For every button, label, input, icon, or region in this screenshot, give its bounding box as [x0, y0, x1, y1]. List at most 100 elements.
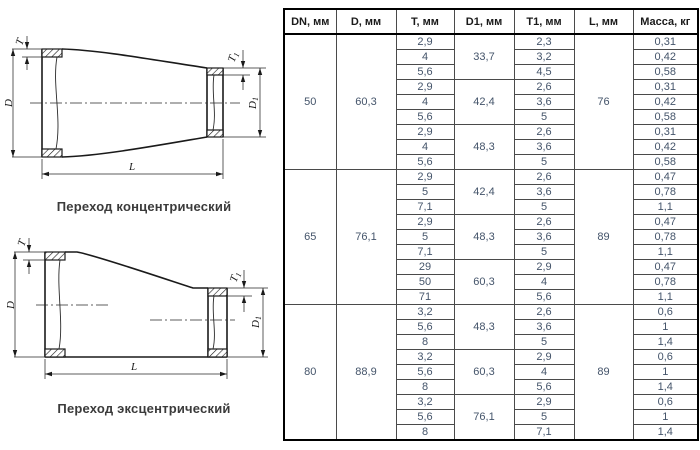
spec-table: DN, мм D, мм T, мм D1, мм T1, мм L, мм Масса, …	[283, 8, 699, 441]
cell-d: 60,3	[335, 33, 397, 170]
cell-mass: 1,4	[632, 334, 699, 350]
cell-mass: 0,58	[632, 109, 699, 125]
column-header: D, мм	[335, 8, 397, 35]
eccentric-caption: Переход эксцентрический	[57, 401, 231, 416]
cell-mass: 1,1	[632, 244, 699, 260]
cell-t: 3,2	[395, 349, 455, 365]
dimension-lines: D T T1 D1 L	[3, 36, 266, 179]
cell-mass: 1	[632, 364, 699, 380]
table-row: 29 60,3 2,9 0,47	[284, 259, 699, 305]
table-header-row: DN, мм D, мм T, мм D1, мм T1, мм L, мм Масса, …	[283, 8, 699, 35]
cell-t1: 4	[513, 274, 575, 290]
dim-label-d1: D1	[247, 97, 260, 110]
cell-mass: 0,31	[632, 124, 699, 140]
cell-mass: 1,1	[632, 199, 699, 215]
cell-t1: 2,9	[513, 259, 575, 275]
cell-t: 5,6	[395, 409, 455, 425]
cell-t1: 2,6	[513, 124, 575, 140]
cell-t1: 3,6	[513, 229, 575, 245]
cell-d1: 60,3	[453, 349, 515, 395]
table-row: 3,2 60,3 2,9 0,6	[284, 349, 699, 395]
cell-t: 4	[395, 139, 455, 155]
pipe-contour	[30, 48, 240, 158]
cell-d1: 33,7	[453, 33, 515, 80]
cell-t: 2,9	[395, 214, 455, 230]
cell-mass: 1,4	[632, 424, 699, 441]
concentric-reducer-drawing: D T T1 D1 L	[3, 36, 266, 179]
cell-mass: 0,6	[632, 304, 699, 320]
column-header: Масса, кг	[632, 8, 699, 35]
table-row: 5,6 5 0,58	[284, 154, 699, 170]
cell-t: 8	[395, 424, 455, 441]
cell-mass: 0,78	[632, 274, 699, 290]
table-row: 3,2 76,1 2,9 0,6	[284, 394, 699, 441]
table-row: 2,9 48,3 2,6 0,47	[284, 214, 699, 260]
dim-label-d: D	[3, 99, 15, 108]
cell-t: 2,9	[395, 169, 455, 185]
table-row: 8 7,1 1,4	[284, 424, 699, 441]
table-row: 65 76,1 2,9 42,4 2,6 89 0,47	[283, 169, 699, 305]
cell-mass: 0,6	[632, 394, 699, 410]
cell-t1: 3,6	[513, 319, 575, 335]
cell-t: 5,6	[395, 154, 455, 170]
cell-d1: 48,3	[453, 304, 515, 350]
cell-d1: 60,3	[453, 259, 515, 305]
cell-t1: 4	[513, 364, 575, 380]
cell-t: 29	[395, 259, 455, 275]
dim-label-d1: D1	[250, 316, 263, 329]
cell-t: 7,1	[395, 199, 455, 215]
cell-l: 89	[573, 304, 634, 441]
cell-t1: 2,6	[513, 79, 575, 95]
cell-mass: 0,58	[632, 154, 699, 170]
cell-t: 50	[395, 274, 455, 290]
table-row: 5,6 5 1	[284, 409, 699, 425]
cell-t1: 3,2	[513, 49, 575, 65]
cell-t: 4	[395, 94, 455, 110]
cell-d: 76,1	[335, 169, 397, 305]
cell-mass: 0,42	[632, 49, 699, 65]
cell-d1: 48,3	[453, 124, 515, 170]
cell-mass: 0,47	[632, 214, 699, 230]
cell-t: 8	[395, 379, 455, 395]
column-header: T1, мм	[513, 8, 575, 35]
cell-mass: 0,31	[632, 33, 699, 50]
cell-mass: 0,78	[632, 184, 699, 200]
cell-d1: 48,3	[453, 214, 515, 260]
table-row: 8 5 1,4	[284, 334, 699, 350]
cell-mass: 1,4	[632, 379, 699, 395]
cell-t1: 3,6	[513, 94, 575, 110]
cell-t1: 7,1	[513, 424, 575, 441]
cell-mass: 0,6	[632, 349, 699, 365]
cell-dn: 65	[283, 169, 337, 305]
cell-dn: 50	[283, 33, 337, 170]
dim-label-l: L	[130, 361, 137, 373]
cell-t: 5	[395, 229, 455, 245]
cell-t1: 5	[513, 409, 575, 425]
cell-t1: 2,6	[513, 304, 575, 320]
pipe-contour	[36, 251, 235, 358]
cell-t1: 2,9	[513, 394, 575, 410]
cell-t: 3,2	[395, 394, 455, 410]
column-header: T, мм	[395, 8, 455, 35]
cell-d1: 42,4	[453, 169, 515, 215]
cell-t1: 5	[513, 199, 575, 215]
eccentric-reducer-drawing: D T T1 D1 L	[5, 237, 268, 379]
cell-t: 5,6	[395, 109, 455, 125]
table-row: 71 5,6 1,1	[284, 289, 699, 305]
column-header: D1, мм	[453, 8, 515, 35]
cell-mass: 0,47	[632, 169, 699, 185]
cell-mass: 1	[632, 409, 699, 425]
cell-t: 2,9	[395, 124, 455, 140]
dim-label-t: T	[13, 36, 27, 47]
cell-t: 5,6	[395, 64, 455, 80]
cell-t1: 5	[513, 109, 575, 125]
table-row: 4 3,2 0,42	[284, 49, 699, 65]
cell-d1: 42,4	[453, 79, 515, 125]
dim-label-l: L	[128, 161, 135, 173]
cell-t1: 2,6	[513, 214, 575, 230]
spec-table-container: DN, мм D, мм T, мм D1, мм T1, мм L, мм Масса, …	[283, 8, 699, 441]
dim-label-t1: T1	[228, 270, 244, 284]
cell-t1: 4,5	[513, 64, 575, 80]
cell-t: 7,1	[395, 244, 455, 260]
dimension-lines: D T T1 D1 L	[5, 237, 268, 379]
